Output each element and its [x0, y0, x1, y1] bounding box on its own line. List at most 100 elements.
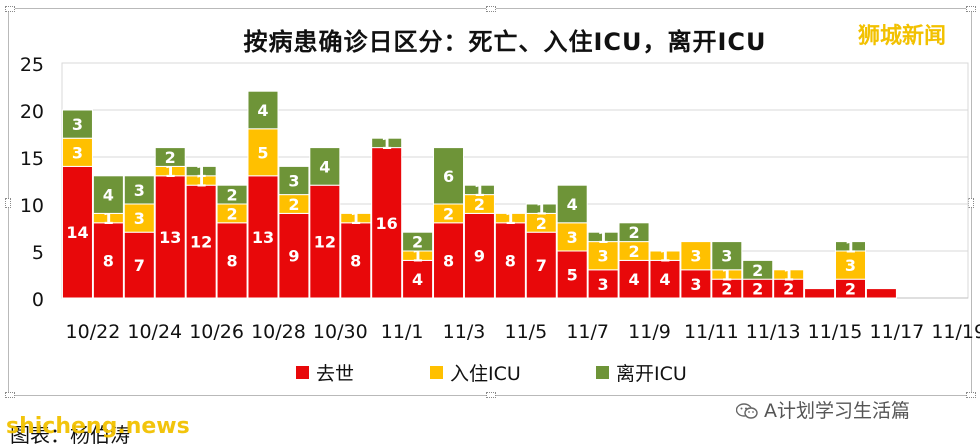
bar-segment [556, 184, 588, 224]
bar-segment [680, 269, 712, 299]
data-label: 1 [536, 200, 547, 219]
legend-swatch [596, 366, 609, 379]
data-label: 3 [598, 247, 609, 266]
brand-logo-text: 狮城新闻 [858, 23, 947, 49]
data-label: 3 [598, 275, 609, 294]
data-label: 1 [412, 247, 423, 266]
bar-segment [402, 231, 434, 252]
x-tick-label: 11/19 [931, 321, 980, 343]
x-tick-label: 11/17 [869, 321, 924, 343]
legend-label: 入住ICU [450, 363, 521, 385]
bar-segment [61, 109, 93, 139]
resize-handle-top-left[interactable] [5, 6, 15, 12]
data-label: 1 [196, 162, 207, 181]
legend-label: 去世 [316, 363, 354, 385]
data-label: 3 [72, 143, 83, 162]
data-label: 2 [783, 280, 794, 299]
data-label: 4 [103, 186, 114, 205]
data-label: 2 [628, 223, 639, 242]
bar-segment [433, 147, 465, 205]
data-label: 5 [567, 266, 578, 285]
bar-segment [773, 269, 805, 280]
resize-handle-left[interactable] [5, 198, 11, 208]
data-label: 8 [443, 251, 454, 270]
data-label: 2 [752, 280, 763, 299]
data-label: 1 [783, 266, 794, 285]
bar-segment [278, 212, 310, 299]
data-label: 3 [690, 247, 701, 266]
data-label: 6 [443, 167, 454, 186]
data-label: 1 [598, 228, 609, 247]
bar-segment [711, 241, 743, 271]
x-tick-label: 11/3 [443, 321, 486, 343]
data-label: 9 [474, 247, 485, 266]
wechat-account-name: A计划学习生活篇 [764, 400, 910, 422]
bar-segment [494, 212, 526, 224]
bar-segment [463, 212, 495, 299]
bar-segment [185, 184, 217, 299]
bar-segment [154, 175, 186, 299]
data-label: 2 [474, 195, 485, 214]
data-label: 3 [567, 228, 578, 247]
bar-segment [123, 175, 155, 205]
data-label: 2 [165, 148, 176, 167]
data-label: 5 [257, 143, 268, 162]
data-label: 4 [412, 270, 423, 289]
bar-segment [340, 222, 372, 299]
bar-segment [742, 259, 774, 280]
data-label: 8 [103, 251, 114, 270]
bar-segment [834, 241, 866, 252]
bar-segment [463, 184, 495, 196]
data-label: 2 [412, 233, 423, 252]
data-label: 3 [690, 275, 701, 294]
data-label: 4 [659, 270, 670, 289]
bar-segment [309, 184, 341, 299]
bar-segment [618, 259, 650, 299]
data-label: 1 [350, 209, 361, 228]
bar-segment [278, 165, 310, 196]
x-tick-label: 11/13 [746, 321, 801, 343]
data-label: 3 [845, 256, 856, 275]
bar-segment [525, 231, 557, 299]
data-label: 2 [226, 204, 237, 223]
legend-swatch [296, 366, 309, 379]
resize-handle-top-right[interactable] [966, 6, 976, 12]
data-label: 7 [536, 256, 547, 275]
x-tick-label: 10/26 [189, 321, 244, 343]
data-label: 2 [628, 242, 639, 261]
data-label: 3 [721, 247, 732, 266]
bar-segment [587, 231, 619, 243]
resize-handle-bottom-left[interactable] [5, 392, 15, 398]
x-tick-label: 11/1 [381, 321, 424, 343]
resize-handle-top[interactable] [486, 6, 496, 12]
data-label: 8 [350, 251, 361, 270]
bar-segment [123, 203, 155, 233]
y-tick-label: 15 [20, 148, 44, 170]
bar-segment [216, 222, 248, 299]
data-label: 14 [66, 223, 88, 242]
y-tick-label: 0 [32, 289, 44, 311]
bar-segment [556, 222, 588, 252]
data-label: 8 [226, 251, 237, 270]
data-label: 2 [226, 186, 237, 205]
x-tick-label: 10/24 [127, 321, 182, 343]
data-label: 1 [505, 209, 516, 228]
y-tick-label: 5 [32, 242, 44, 264]
y-tick-label: 20 [20, 101, 44, 123]
bar-segment [371, 137, 403, 149]
bar-segment [680, 241, 712, 271]
legend-swatch [430, 366, 443, 379]
bar-segment [92, 222, 124, 299]
bar-segment [649, 250, 681, 261]
data-label: 12 [190, 233, 212, 252]
resize-handle-bottom-right[interactable] [966, 392, 976, 398]
resize-handle-bottom[interactable] [486, 392, 496, 398]
x-tick-label: 11/15 [808, 321, 863, 343]
data-label: 16 [376, 214, 398, 233]
chart-title: 按病患确诊日区分：死亡、入住ICU，离开ICU [243, 28, 767, 56]
bar-segment [247, 175, 279, 299]
bar-segment [587, 269, 619, 299]
x-tick-label: 10/28 [251, 321, 306, 343]
data-label: 4 [567, 195, 578, 214]
